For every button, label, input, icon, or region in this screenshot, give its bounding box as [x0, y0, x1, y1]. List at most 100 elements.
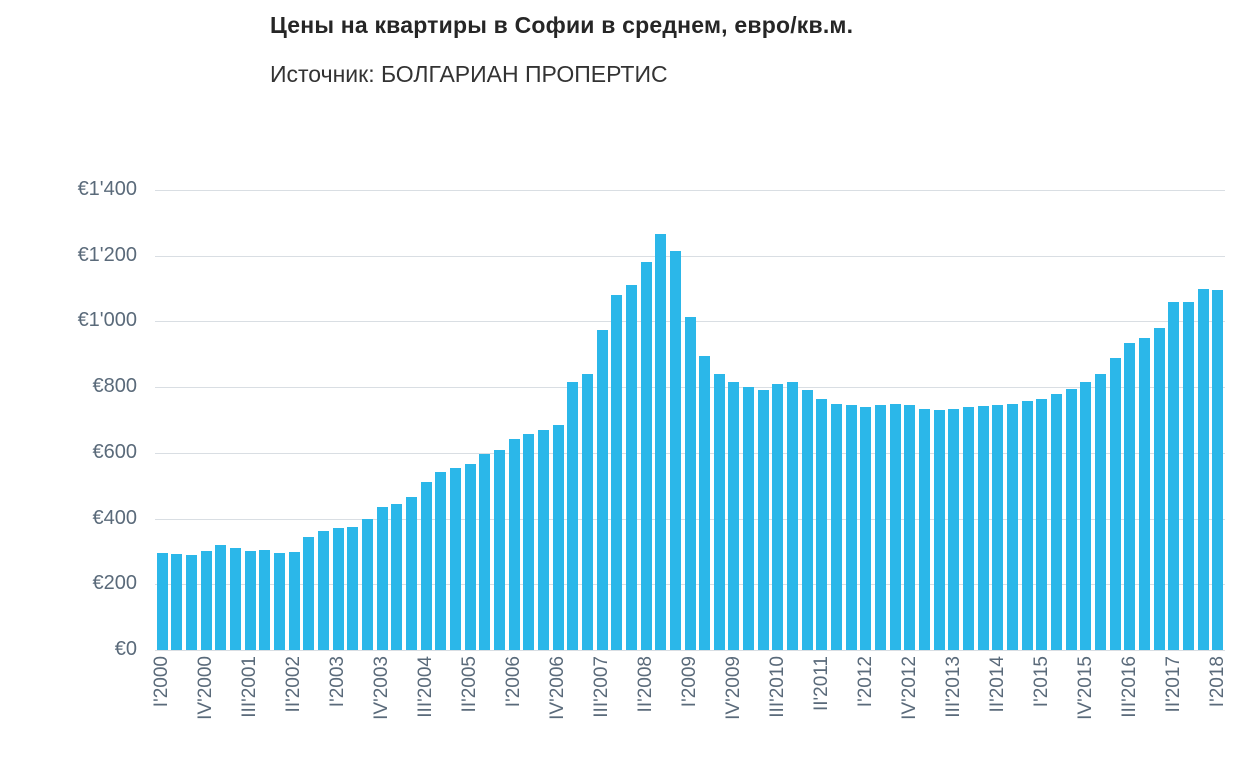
x-tick-label: III'2007	[591, 656, 613, 718]
bar	[992, 404, 1004, 650]
bar	[1153, 328, 1165, 650]
bar	[493, 449, 505, 650]
bar	[1109, 357, 1121, 650]
x-tick-label: I'2015	[1030, 656, 1052, 708]
bar	[831, 403, 843, 650]
chart-source: Источник: БОЛГАРИАН ПРОПЕРТИС	[270, 61, 668, 87]
bar	[1168, 301, 1180, 650]
bar	[919, 408, 931, 650]
bar	[406, 497, 417, 650]
x-tick-label: IV'2015	[1074, 656, 1096, 720]
bar	[288, 552, 300, 650]
bar	[1124, 342, 1136, 650]
bar	[1065, 388, 1077, 650]
bar	[1138, 337, 1150, 650]
bar	[581, 374, 593, 650]
x-tick-label: I'2009	[679, 656, 700, 708]
bar	[889, 404, 901, 650]
bar	[625, 285, 637, 650]
x-tick-label: I'2012	[854, 656, 876, 708]
bar	[479, 453, 491, 650]
bar	[230, 548, 242, 650]
bar	[962, 406, 974, 650]
bar	[875, 405, 887, 650]
y-tick-label: €0	[114, 638, 137, 661]
x-tick-label: IV'2006	[547, 656, 569, 720]
bar	[772, 383, 784, 650]
y-tick-label: €800	[92, 375, 138, 398]
bar	[904, 405, 916, 650]
bar	[508, 438, 520, 650]
x-tick-label: III'2016	[1118, 656, 1140, 718]
bar	[332, 528, 344, 650]
bar	[391, 503, 403, 650]
bar	[171, 553, 183, 650]
bar	[567, 382, 579, 650]
bar	[743, 386, 755, 650]
bar	[1212, 290, 1224, 650]
bar	[596, 329, 608, 650]
gridline	[155, 650, 1225, 651]
bar	[845, 405, 857, 650]
bar	[757, 390, 769, 650]
bar	[464, 463, 476, 650]
x-tick-label: II'2005	[459, 656, 481, 713]
x-tick-label: III'2001	[239, 656, 261, 718]
bar	[1036, 398, 1048, 650]
bar	[699, 355, 711, 650]
bar	[537, 429, 549, 650]
bar	[1006, 403, 1018, 650]
x-tick-label: IV'2012	[898, 656, 920, 720]
bar	[523, 433, 535, 650]
bar	[1182, 301, 1194, 650]
bar	[669, 250, 681, 650]
bar	[362, 518, 374, 650]
bar	[640, 262, 652, 650]
y-tick-label: €1'400	[77, 178, 137, 201]
bar	[318, 530, 330, 650]
bar	[552, 424, 564, 650]
bar	[347, 526, 359, 650]
bar	[801, 390, 813, 650]
bar	[244, 550, 256, 650]
y-tick-label: €1'000	[77, 309, 137, 332]
gridline	[155, 255, 1225, 257]
x-tick-label: IV'2000	[195, 656, 217, 720]
bar	[186, 554, 198, 650]
x-tick-label: IV'2003	[371, 656, 393, 720]
bar	[933, 410, 945, 650]
bar	[259, 549, 271, 650]
y-tick-label: €600	[92, 440, 138, 463]
bar	[1050, 393, 1062, 650]
x-tick-label: II'2014	[986, 656, 1008, 713]
bar	[376, 507, 388, 650]
x-axis: I'2000 IV'2000 III'2001 II'2002 I'2003 IV'200…	[151, 652, 1228, 783]
bar	[860, 406, 872, 650]
bar	[215, 544, 227, 650]
bar	[1094, 374, 1106, 650]
x-tick-label: III'2013	[942, 656, 964, 718]
x-tick-label: I'2003	[327, 656, 349, 708]
bar	[449, 467, 461, 650]
bar	[977, 405, 989, 650]
bar	[420, 482, 432, 650]
bar	[303, 536, 315, 650]
bar	[728, 382, 740, 650]
bar	[156, 553, 168, 650]
x-tick-label: II'2008	[635, 656, 657, 713]
bar	[1021, 400, 1033, 650]
y-tick-label: €400	[92, 506, 138, 529]
x-tick-label: I'2018	[1206, 656, 1228, 708]
x-tick-label: III'2010	[766, 656, 788, 718]
bar	[816, 398, 828, 650]
bar	[1080, 382, 1092, 650]
bar	[435, 471, 447, 650]
plot-area	[155, 190, 1225, 651]
bar	[713, 374, 725, 650]
x-tick-label: II'2002	[283, 656, 305, 713]
y-axis: €0 €200 €400 €600 €800 €1'000 €1'200 €1'400	[0, 178, 138, 660]
bar	[1197, 288, 1209, 650]
x-tick-label: II'2011	[810, 656, 832, 712]
bar	[948, 408, 960, 650]
